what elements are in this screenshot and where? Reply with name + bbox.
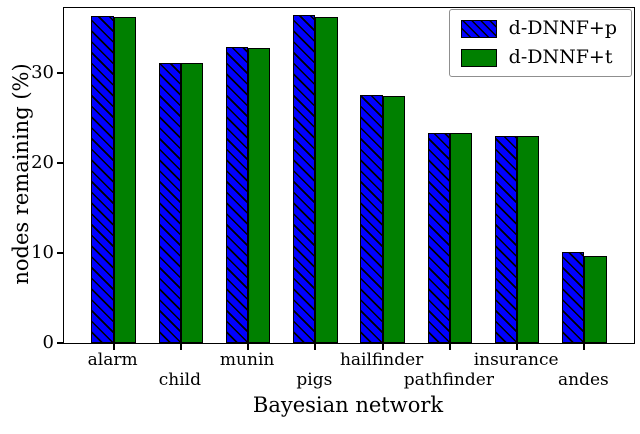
- bar-d-DNNF+p-munin: [225, 46, 249, 343]
- x-tick-label: andes: [557, 370, 609, 390]
- bar-d-DNNF+t-alarm: [113, 17, 136, 343]
- y-tick-mark: [57, 251, 63, 254]
- x-tick-mark: [247, 344, 250, 350]
- bar-d-DNNF+p-child: [158, 62, 181, 343]
- x-tick-label: pigs: [296, 370, 333, 390]
- bar-d-DNNF+p-pigs: [293, 15, 316, 343]
- x-tick-label: munin: [219, 350, 275, 370]
- x-tick-label: insurance: [473, 350, 559, 370]
- x-tick-mark: [381, 344, 384, 350]
- legend-swatch-p: [460, 19, 497, 38]
- x-tick-mark: [448, 344, 451, 350]
- bar-d-DNNF+p-insurance: [494, 135, 518, 343]
- y-tick-label: 10: [31, 241, 54, 263]
- y-tick-mark: [57, 342, 63, 344]
- legend-entry-t: d-DNNF+t: [460, 46, 617, 68]
- bar-d-DNNF+t-child: [180, 62, 204, 343]
- bar-d-DNNF+t-insurance: [517, 135, 540, 343]
- x-tick-label: alarm: [87, 350, 138, 370]
- y-tick-mark: [57, 71, 63, 74]
- x-tick-mark: [179, 344, 182, 350]
- x-axis-label: Bayesian network: [252, 393, 444, 417]
- bar-d-DNNF+t-pathfinder: [449, 133, 473, 343]
- legend-label-t: d-DNNF+t: [508, 46, 613, 68]
- y-tick-label: 30: [31, 61, 54, 83]
- bar-d-DNNF+t-pigs: [315, 17, 338, 343]
- y-tick-label: 20: [31, 151, 54, 173]
- bar-d-DNNF+t-munin: [248, 47, 271, 343]
- bar-d-DNNF+p-alarm: [91, 16, 114, 343]
- legend: d-DNNF+p d-DNNF+t: [448, 9, 632, 77]
- legend-swatch-t: [460, 48, 497, 67]
- bar-d-DNNF+p-pathfinder: [427, 133, 450, 343]
- bar-d-DNNF+t-andes: [584, 255, 607, 343]
- bar-d-DNNF+t-hailfinder: [382, 96, 405, 343]
- y-tick-mark: [57, 161, 63, 164]
- x-tick-label: hailfinder: [339, 350, 424, 370]
- x-tick-mark: [314, 344, 317, 350]
- x-tick-label: child: [158, 370, 201, 390]
- x-tick-mark: [516, 344, 519, 350]
- x-tick-mark: [112, 344, 115, 350]
- y-tick-label: 0: [42, 332, 54, 353]
- legend-entry-p: d-DNNF+p: [460, 17, 617, 39]
- legend-label-p: d-DNNF+p: [508, 17, 617, 39]
- bar-d-DNNF+p-andes: [562, 252, 585, 343]
- x-tick-label: pathfinder: [403, 370, 494, 390]
- bar-d-DNNF+p-hailfinder: [360, 95, 383, 343]
- x-tick-mark: [583, 344, 586, 350]
